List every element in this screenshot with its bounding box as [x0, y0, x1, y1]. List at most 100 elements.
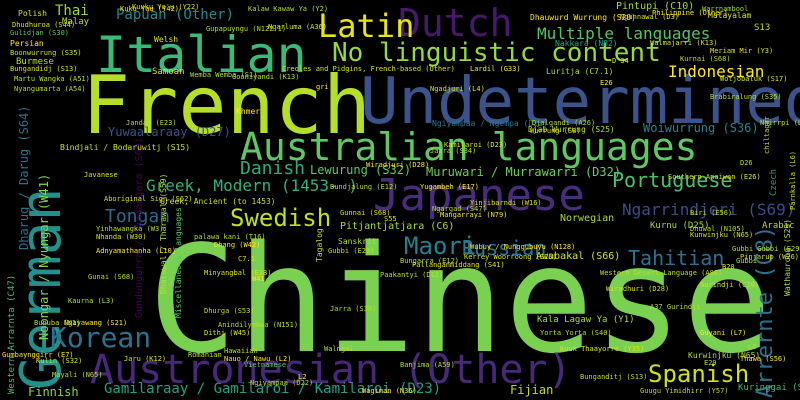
cloud-word: Ngunnawal (D3) — [620, 13, 680, 21]
cloud-word: Sanskrit — [338, 237, 377, 246]
cloud-word: Undetermined — [360, 65, 800, 139]
cloud-word: Mayali (N65) — [52, 371, 103, 379]
cloud-word: Swedish — [230, 204, 332, 232]
cloud-word: Jarra (S38) — [330, 305, 377, 313]
cloud-word: Kamilaroi (D23) — [444, 141, 508, 149]
cloud-word: Norwegian — [560, 213, 615, 224]
cloud-word: Dhuwal (N105) — [690, 225, 745, 233]
cloud-word: Kunwinjku (N65) — [690, 231, 754, 239]
cloud-word: Jaru (K12) — [124, 355, 167, 363]
cloud-word: Dharawal / Tharawal (S59) — [159, 173, 168, 294]
cloud-word: Khmer — [236, 107, 261, 116]
cloud-word: Banjima (A59) — [400, 361, 455, 369]
cloud-word: L2 — [298, 373, 307, 381]
cloud-word: Kurnai (S68) — [680, 55, 731, 63]
cloud-word: Wiradhuri (D28) — [606, 285, 670, 293]
cloud-word: Papuan (Other) — [116, 7, 235, 23]
cloud-word: Walngal — [324, 345, 354, 353]
cloud-word: Yinhawangka (W3) — [96, 225, 164, 233]
cloud-word: Wiradjuri (D28) — [366, 161, 430, 169]
cloud-word: Kurwinjku (N65) — [688, 351, 761, 360]
cloud-word: Portuguese — [612, 168, 733, 192]
cloud-word: Indonesian — [668, 62, 765, 81]
cloud-word: Chinese — [148, 214, 772, 386]
cloud-word: Jaara (S34) — [430, 147, 477, 155]
cloud-word: French — [82, 59, 371, 152]
cloud-word: Biri (E56) — [690, 209, 733, 217]
cloud-word: Dithi (W45) — [204, 329, 251, 337]
cloud-word: Nakkara (N82) — [555, 39, 618, 48]
cloud-word: Welsh — [154, 35, 179, 44]
cloud-word: Nauo / Nawu (L2) — [224, 355, 292, 363]
cloud-word: Guyani (L7) — [700, 329, 747, 337]
cloud-word: Bunuba (K1) — [34, 319, 81, 327]
cloud-word: Tagalog — [315, 228, 324, 262]
cloud-word: Adnyamathanha (L10) — [96, 247, 177, 255]
cloud-word: Gubbi (E29) — [328, 247, 375, 255]
cloud-word: Dhang (W42) — [214, 241, 261, 249]
cloud-word: Martu Wangka (A51) — [14, 75, 90, 83]
cloud-word: L6 — [748, 343, 757, 351]
cloud-word: Russian — [462, 236, 547, 260]
cloud-word: Finnish — [28, 385, 79, 399]
cloud-word: Nhirrpi (L21) — [760, 119, 800, 127]
cloud-word: Dharug / Darug (S64) — [17, 105, 31, 251]
cloud-word: Ngargad (S47) — [432, 205, 487, 213]
cloud-word: Kurnu (D25) — [650, 221, 710, 231]
cloud-word: Gunnai (S68) — [340, 209, 391, 217]
cloud-word: Aboriginal Sign (S62) — [104, 195, 193, 203]
cloud-word: S55 — [384, 215, 397, 223]
cloud-word: Austronesian (Other) — [90, 347, 572, 393]
cloud-word: D26 — [740, 159, 753, 167]
cloud-word: Gubbi — [736, 257, 758, 265]
cloud-word: Gupapuyngu (N122.1) — [206, 25, 287, 33]
cloud-word: Wurrung (S8) — [530, 127, 581, 135]
cloud-word: Japanese — [373, 170, 585, 221]
cloud-word: Dhudhuroa (S44) — [12, 21, 76, 29]
cloud-word: Boonwurrung (S35) — [10, 49, 82, 57]
cloud-word: Wemba Wemba (S1) — [190, 71, 258, 79]
cloud-word: Bungandidj (S13) — [10, 65, 78, 73]
cloud-word: Tongan — [105, 206, 171, 227]
cloud-word: Czech — [769, 168, 779, 196]
cloud-word: Muruwari / Murrawarri (D32) — [426, 165, 622, 179]
cloud-word: Luritja (C7.1) — [546, 67, 614, 76]
cloud-word: C7.1 — [238, 255, 255, 263]
cloud-word: Ngiyampaa (D22) — [250, 379, 314, 387]
cloud-word: Gunai (S68) — [88, 273, 135, 281]
cloud-word: Pinjarup (W26) — [740, 253, 800, 261]
cloud-word: Miscellaneous languages — [174, 207, 183, 318]
cloud-word: Awabakal (S66) — [536, 251, 621, 262]
cloud-word: Parnkalla (L6) — [789, 150, 797, 210]
cloud-word: Malay — [62, 17, 90, 27]
cloud-word: Southern Anaiwan (E26) — [668, 173, 761, 181]
cloud-word: Samoan — [152, 67, 185, 77]
cloud-word: E26 — [600, 79, 613, 87]
cloud-word: S13 — [754, 23, 771, 33]
cloud-word: Jandai (E23) — [126, 119, 177, 127]
cloud-word: Tahitian — [628, 246, 725, 270]
cloud-word: Greek, Modern (1453- ) — [146, 176, 358, 195]
cloud-word: Dhurga (S53) — [204, 307, 255, 315]
cloud-word: Korean — [50, 321, 152, 354]
cloud-word: Yorta Yorta (S40) — [540, 329, 612, 337]
cloud-word: Persian — [10, 39, 44, 48]
cloud-word: Italian — [96, 26, 307, 84]
cloud-word: Yinjibarndi (W16) — [470, 199, 542, 207]
cloud-word: Yuwaalaraay (D27) — [108, 125, 231, 139]
cloud-word: Bindjali / Bodaruwitj (S15) — [60, 143, 191, 152]
cloud-word: Javanese — [84, 171, 118, 179]
cloud-word: Noongar / Nyungar (W41) — [37, 173, 51, 340]
cloud-word: Malayalam — [708, 11, 752, 20]
cloud-word: Lewurung (S32) — [310, 163, 412, 177]
cloud-word: Polish — [18, 9, 47, 18]
cloud-word: A37 Gurindji — [650, 303, 701, 311]
cloud-word: Kalaw Kawaw Ya (Y2) — [248, 5, 329, 13]
cloud-word: Djalgandi (A26) — [532, 119, 596, 127]
cloud-word: Walmajarri (K13) — [650, 39, 718, 47]
cloud-word: Bundjalung (E12) — [330, 183, 398, 191]
cloud-word: Pallanganmiddang (S41) — [412, 261, 505, 269]
cloud-word: Wotjobaluk (S17) — [720, 75, 788, 83]
cloud-word: Lardil (G33) — [470, 65, 521, 73]
cloud-word: gri — [316, 83, 329, 91]
